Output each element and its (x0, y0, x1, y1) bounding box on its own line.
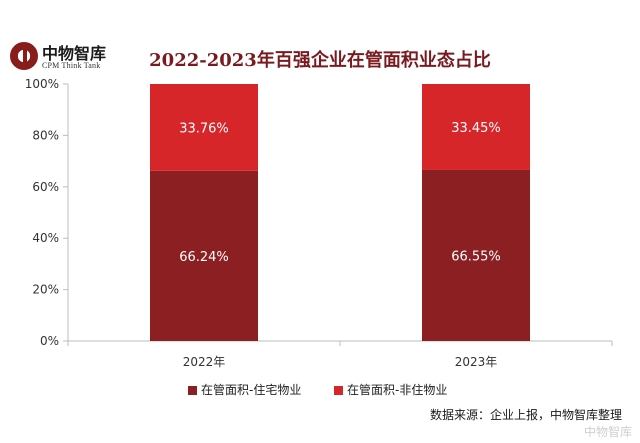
y-tick-label: 80% (32, 128, 59, 142)
logo-icon (10, 42, 38, 70)
legend-item-non-residential: 在管面积-非住物业 (334, 381, 447, 398)
y-tick-label: 40% (32, 231, 59, 245)
x-tick-label: 2022年 (183, 355, 226, 369)
legend-label-residential: 在管面积-住宅物业 (201, 383, 302, 397)
logo: 中物智库 CPM Think Tank (10, 40, 140, 76)
legend-swatch-non-residential (334, 386, 343, 395)
data-label: 33.45% (451, 121, 501, 136)
legend-swatch-residential (188, 386, 197, 395)
chart-title: 2022-2023年百强企业在管面积业态占比 (149, 50, 491, 71)
data-source-note: 数据来源：企业上报，中物智库整理 (429, 408, 622, 422)
y-tick-label: 0% (40, 334, 59, 348)
logo-name: 中物智库 (42, 44, 107, 63)
x-tick-label: 2023年 (455, 355, 498, 369)
bar-segment (150, 84, 258, 171)
legend-item-residential: 在管面积-住宅物业 (188, 381, 301, 398)
y-tick-label: 60% (32, 180, 59, 194)
y-tick-label: 100% (25, 77, 59, 91)
bar-segment (422, 169, 530, 341)
bar-segment (422, 84, 530, 170)
data-label: 66.55% (451, 249, 501, 264)
y-tick-label: 20% (32, 283, 59, 297)
data-label: 66.24% (179, 250, 229, 265)
data-label: 33.76% (179, 121, 229, 136)
legend-label-non-residential: 在管面积-非住物业 (347, 383, 448, 397)
watermark: 中物智库 (583, 425, 632, 439)
bar-segment (150, 170, 258, 341)
logo-subtitle: CPM Think Tank (42, 61, 101, 70)
chart-legend: 在管面积-住宅物业 在管面积-非住物业 (0, 381, 640, 401)
